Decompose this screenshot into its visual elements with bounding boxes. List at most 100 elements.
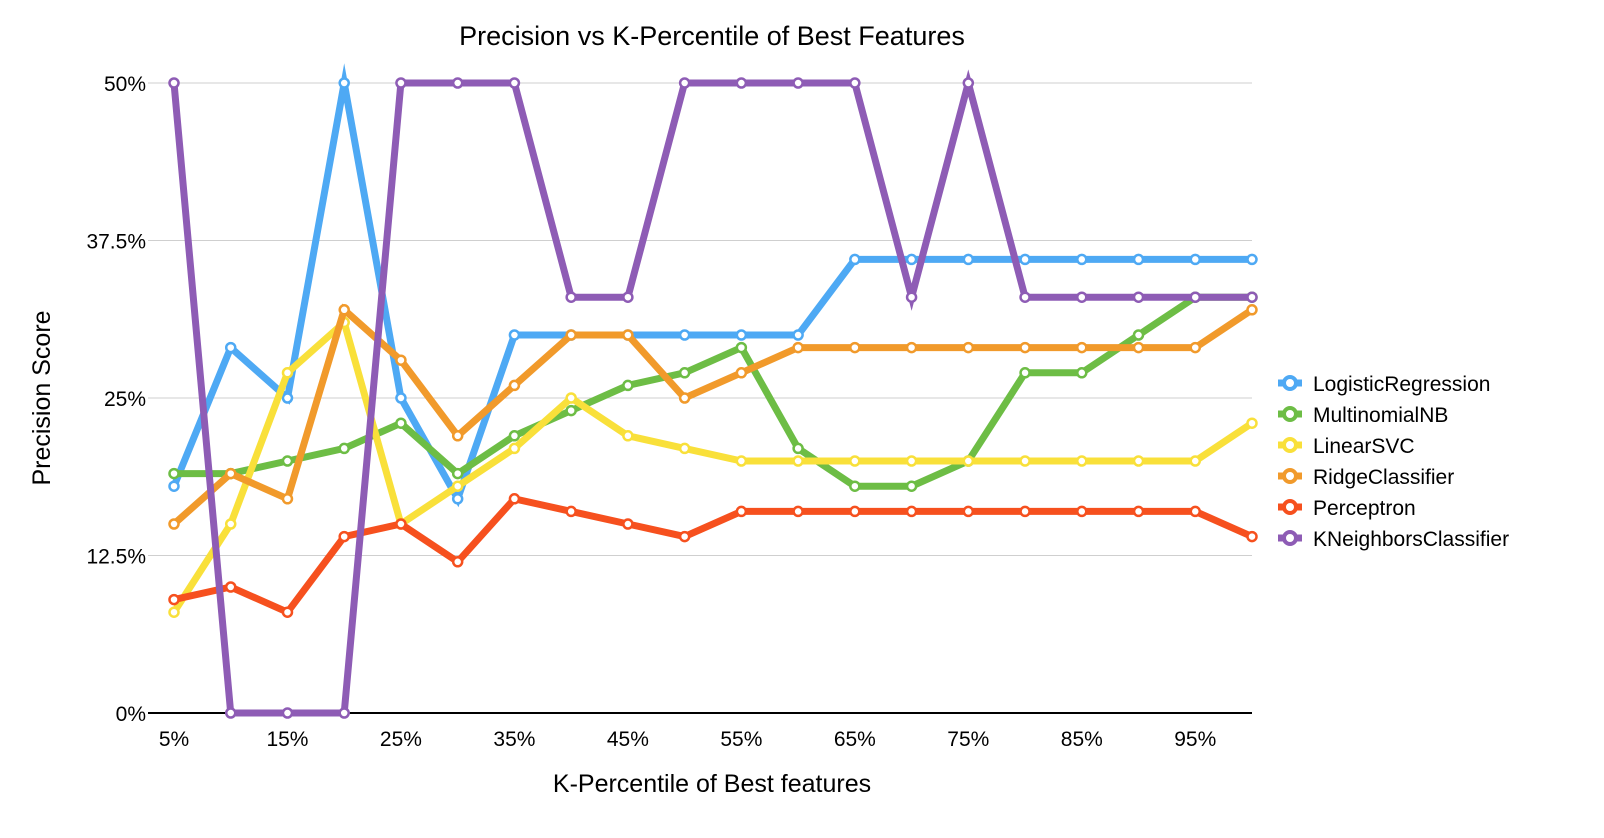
data-point: [451, 493, 464, 505]
x-axis-label: K-Percentile of Best features: [553, 770, 871, 798]
data-point: [905, 505, 918, 518]
data-point: [1246, 417, 1258, 429]
x-tick-label: 95%: [1174, 728, 1216, 751]
chart-title: Precision vs K-Percentile of Best Featur…: [459, 21, 965, 51]
data-point: [1132, 455, 1145, 467]
data-point: [168, 593, 180, 606]
y-tick-label: 12.5%: [86, 546, 146, 569]
data-point: [1076, 291, 1088, 303]
x-tick-label: 45%: [607, 728, 649, 751]
data-point: [451, 480, 464, 492]
data-point: [565, 404, 577, 417]
y-tick-label: 0%: [116, 703, 146, 726]
data-point: [395, 417, 407, 429]
x-tick-label: 85%: [1061, 728, 1103, 751]
data-point: [905, 253, 918, 266]
data-point: [338, 530, 350, 543]
data-point: [451, 430, 464, 442]
data-point: [508, 493, 521, 505]
data-point: [1189, 291, 1202, 303]
legend-swatch-marker: [1282, 406, 1298, 422]
x-tick-label: 25%: [380, 728, 422, 751]
data-point: [792, 329, 804, 341]
data-point: [1076, 341, 1088, 354]
data-point: [281, 606, 294, 618]
data-point: [224, 707, 237, 719]
legend-swatch-marker: [1282, 468, 1298, 484]
legend-label: KNeighborsClassifier: [1313, 528, 1509, 551]
series-perceptron: [168, 493, 1258, 618]
data-point: [508, 379, 521, 392]
data-point: [281, 455, 294, 467]
series-line: [171, 316, 1254, 615]
data-point: [1076, 505, 1088, 518]
data-point: [849, 480, 861, 492]
legend-label: Perceptron: [1313, 497, 1416, 520]
y-axis-ticks: 0% 12.5% 25% 37.5% 50%: [86, 73, 146, 726]
data-point: [792, 455, 804, 467]
data-point: [962, 77, 975, 89]
data-point: [168, 518, 180, 530]
legend: LogisticRegression MultinomialNB LinearSVC…: [1278, 373, 1509, 551]
data-point: [622, 291, 634, 303]
legend-swatch-marker: [1282, 530, 1298, 546]
series-line: [173, 494, 1254, 617]
data-point: [1132, 253, 1145, 266]
data-point: [338, 442, 350, 455]
data-point: [1132, 341, 1145, 354]
data-point: [1076, 367, 1088, 379]
data-point: [792, 77, 804, 89]
data-point: [622, 379, 634, 392]
data-point: [678, 392, 691, 404]
data-point: [281, 392, 294, 404]
data-point: [735, 77, 748, 89]
data-point: [451, 77, 464, 89]
y-axis-label: Precision Score: [28, 310, 56, 485]
series-line: [170, 63, 1252, 508]
data-point: [1019, 291, 1031, 303]
data-point: [565, 505, 577, 518]
data-point: [338, 304, 350, 316]
data-point: [735, 329, 748, 341]
data-point: [1246, 304, 1258, 316]
legend-label: RidgeClassifier: [1313, 466, 1454, 489]
data-point: [1189, 341, 1202, 354]
data-point: [792, 505, 804, 518]
data-point: [395, 354, 407, 366]
data-point: [735, 505, 748, 518]
series-logisticregression: [168, 63, 1258, 508]
data-point: [451, 467, 464, 480]
data-point: [168, 606, 180, 618]
legend-item: KNeighborsClassifier: [1278, 528, 1509, 551]
legend-label: LinearSVC: [1313, 435, 1415, 458]
x-tick-label: 35%: [493, 728, 535, 751]
data-point: [849, 77, 861, 89]
data-point: [678, 367, 691, 379]
data-point: [1189, 505, 1202, 518]
series-line: [170, 69, 1252, 717]
data-point: [338, 77, 350, 89]
x-tick-label: 75%: [947, 728, 989, 751]
data-point: [962, 253, 975, 266]
data-point: [224, 581, 237, 593]
data-point: [451, 556, 464, 568]
data-point: [622, 518, 634, 530]
data-point: [224, 467, 237, 480]
legend-item: RidgeClassifier: [1278, 466, 1454, 489]
data-point: [224, 341, 237, 354]
data-point: [395, 77, 407, 89]
data-point: [395, 392, 407, 404]
series-kneighborsclassifier: [168, 69, 1258, 719]
data-point: [1132, 329, 1145, 341]
x-tick-label: 55%: [720, 728, 762, 751]
data-point: [224, 518, 237, 530]
data-point: [1019, 367, 1031, 379]
x-axis-ticks: 5% 15% 25% 35% 45% 55% 65% 75% 85% 95%: [159, 728, 1216, 751]
legend-swatch-marker: [1282, 437, 1298, 453]
data-point: [508, 442, 521, 455]
data-point: [565, 291, 577, 303]
data-point: [849, 455, 861, 467]
data-point: [508, 77, 521, 89]
data-point: [1132, 505, 1145, 518]
data-point: [905, 291, 918, 303]
